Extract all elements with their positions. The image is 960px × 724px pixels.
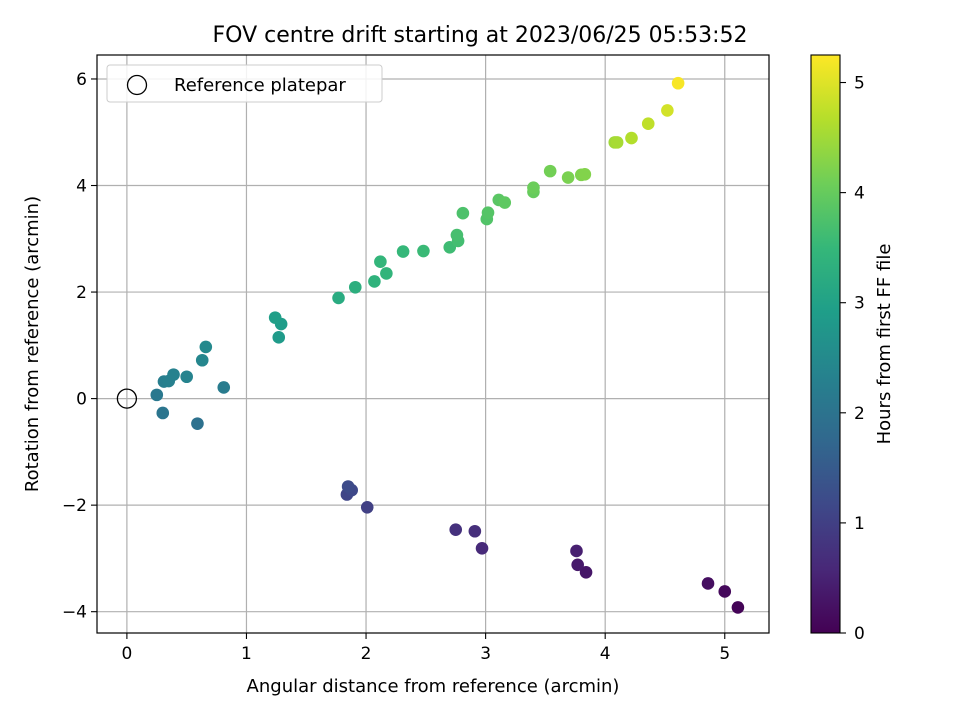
colorbar-tick-label: 2 <box>854 404 865 424</box>
x-tick-label: 3 <box>480 644 491 664</box>
scatter-point <box>625 131 638 145</box>
y-axis-label: Rotation from reference (arcmin) <box>22 196 43 492</box>
scatter-point <box>527 181 540 194</box>
scatter-point <box>217 381 231 394</box>
colorbar-tick-label: 4 <box>854 184 865 204</box>
reference-marker-group <box>116 388 138 409</box>
scatter-point <box>332 291 345 305</box>
scatter-point <box>449 523 463 536</box>
y-tick-label: −4 <box>62 603 87 623</box>
y-tick-label: 2 <box>76 283 87 303</box>
scatter-point <box>341 480 355 493</box>
scatter-point <box>570 544 583 558</box>
x-axis-label: Angular distance from reference (arcmin) <box>247 676 620 697</box>
scatter-point <box>731 601 745 614</box>
scatter-point <box>195 353 209 367</box>
plot-frame <box>96 54 770 634</box>
scatter-point <box>579 565 593 579</box>
legend-label: Reference platepar <box>174 75 346 96</box>
colorbar-ticks: 0 1 2 3 4 5 <box>840 74 865 644</box>
scatter-point <box>456 206 470 220</box>
y-tick-label: −2 <box>62 496 87 516</box>
scatter-point <box>610 136 624 149</box>
scatter-point <box>396 245 410 258</box>
colorbar-tick-label: 3 <box>854 294 865 314</box>
x-axis-ticks: 0 1 2 3 4 5 <box>121 633 730 664</box>
scatter-point <box>150 388 164 402</box>
scatter-point <box>450 228 464 242</box>
x-tick-label: 1 <box>241 644 252 664</box>
scatter-point <box>543 164 557 178</box>
colorbar-gradient <box>811 55 840 633</box>
x-tick-label: 2 <box>361 644 372 664</box>
x-tick-label: 4 <box>600 644 611 664</box>
scatter-point <box>268 311 282 324</box>
x-tick-label: 0 <box>121 644 132 664</box>
scatter-point <box>661 104 674 117</box>
colorbar-tick-label: 0 <box>854 624 865 644</box>
colorbar: 0 1 2 3 4 5 Hours from first FF file <box>810 54 895 644</box>
scatter-point <box>180 370 193 384</box>
data-points <box>150 76 745 614</box>
grid-lines <box>97 55 769 633</box>
scatter-point <box>156 406 170 420</box>
colorbar-tick-label: 5 <box>854 74 865 94</box>
scatter-point <box>167 368 180 381</box>
scatter-point <box>571 558 584 572</box>
colorbar-label: Hours from first FF file <box>874 244 895 445</box>
y-tick-label: 0 <box>76 390 87 410</box>
colorbar-frame <box>810 54 841 634</box>
scatter-point <box>671 76 685 90</box>
scatter-point <box>374 255 387 268</box>
x-tick-label: 5 <box>719 644 730 664</box>
scatter-point <box>191 417 204 430</box>
scatter-point <box>475 541 489 555</box>
scatter-point <box>468 524 482 538</box>
legend: Reference platepar <box>106 64 383 103</box>
scatter-point <box>718 585 732 598</box>
scatter-point <box>701 577 715 590</box>
scatter-point <box>360 500 374 514</box>
legend-reference-marker-icon <box>126 74 148 96</box>
scatter-point <box>498 196 512 209</box>
scatter-point <box>272 331 286 344</box>
reference-platepar-marker <box>116 388 138 409</box>
colorbar-tick-label: 1 <box>854 514 865 534</box>
scatter-point <box>417 244 430 258</box>
y-tick-label: 6 <box>76 70 87 90</box>
y-axis-ticks: −4 −2 0 2 4 6 <box>62 70 97 623</box>
scatter-point <box>348 280 362 294</box>
scatter-point <box>578 168 592 181</box>
scatter-point <box>481 206 495 219</box>
scatter-point <box>368 275 381 288</box>
scatter-point <box>380 267 393 280</box>
legend-box <box>106 64 383 103</box>
chart-title: FOV centre drift starting at 2023/06/25 … <box>213 23 748 48</box>
scatter-point <box>641 117 655 131</box>
scatter-point <box>199 340 213 354</box>
y-tick-label: 4 <box>76 177 87 197</box>
scatter-point <box>561 171 575 184</box>
